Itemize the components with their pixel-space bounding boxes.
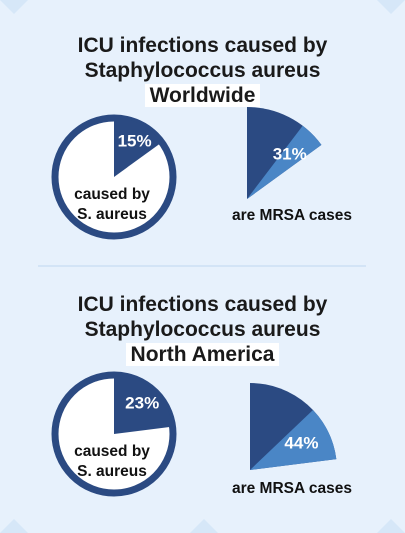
pie-caption-line-2: S. aureus <box>77 206 147 223</box>
section-north-america-title: ICU infections caused by Staphylococcus … <box>0 292 405 367</box>
title-line-2: Staphylococcus aureus <box>84 318 321 341</box>
mrsa-value-label: 44% <box>284 434 318 453</box>
fan-mrsa-slice <box>250 409 337 470</box>
pie-slice-s-aureus <box>114 118 162 177</box>
mrsa-caption: are MRSA cases <box>232 207 352 224</box>
title-line-1: ICU infections caused by <box>77 34 328 57</box>
top-left-triangle <box>0 0 28 14</box>
bottom-mid-triangle <box>190 519 218 533</box>
mrsa-value-label: 31% <box>273 144 307 163</box>
pie-caption-line-2: S. aureus <box>77 463 147 480</box>
region-label: Worldwide <box>144 84 261 107</box>
title-line-2: Staphylococcus aureus <box>84 59 321 82</box>
bottom-right-triangle <box>377 519 405 533</box>
region-label: North America <box>125 343 280 366</box>
section-divider <box>38 265 366 267</box>
pie-caption-line-1: caused by <box>74 443 150 460</box>
fan-mrsa-slice <box>247 125 322 199</box>
pie-caption-line-1: caused by <box>74 186 150 203</box>
title-line-1: ICU infections caused by <box>77 293 328 316</box>
pie-value-label: 15% <box>118 131 152 150</box>
bottom-left-triangle <box>0 519 28 533</box>
mrsa-caption: are MRSA cases <box>232 480 352 497</box>
pie-slice-s-aureus <box>114 375 173 434</box>
pie-value-label: 23% <box>125 394 159 413</box>
section-worldwide-title: ICU infections caused by Staphylococcus … <box>0 33 405 108</box>
top-right-triangle <box>377 0 405 14</box>
